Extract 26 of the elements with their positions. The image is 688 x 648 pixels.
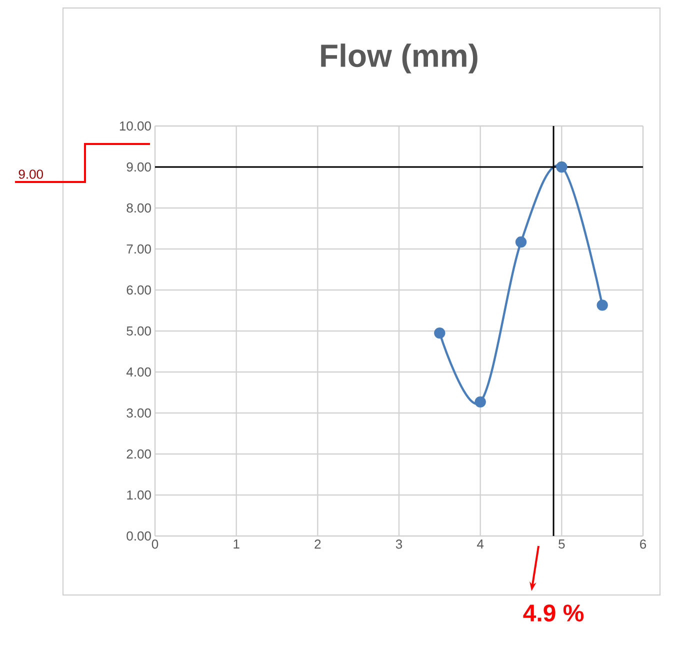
y-tick-label: 7.00 (126, 244, 151, 254)
x-tick-label: 5 (558, 540, 565, 549)
y-tick-label: 4.00 (126, 367, 151, 377)
x-tick-label: 1 (234, 540, 240, 548)
text: 4.9 % (523, 604, 584, 622)
point (556, 161, 568, 173)
x-tick-label: 3 (396, 540, 402, 549)
y-tick-label: 3.00 (126, 408, 151, 418)
y-tick-label: 9.00 (126, 162, 151, 172)
y-tick-label: 2.00 (126, 449, 151, 459)
y-tick-label: 5.00 (126, 326, 151, 336)
y-tick-label: 0.00 (126, 531, 151, 541)
x-tick-label: 2 (314, 540, 321, 549)
y-tick-label: 8.00 (126, 203, 151, 213)
point (596, 300, 608, 311)
y-tick-label: 6.00 (126, 285, 151, 295)
point (474, 396, 486, 408)
point (515, 236, 527, 248)
chart-title: Flow (mm) (321, 44, 478, 74)
x-tick-label: 0 (152, 540, 158, 549)
x-tick-label: 4 (477, 540, 484, 548)
text: 9.00 (18, 170, 43, 179)
point (434, 327, 446, 339)
x-tick-label: 6 (640, 540, 646, 549)
y-tick-label: 1.00 (127, 490, 151, 500)
y-tick-label: 10.00 (120, 121, 151, 131)
